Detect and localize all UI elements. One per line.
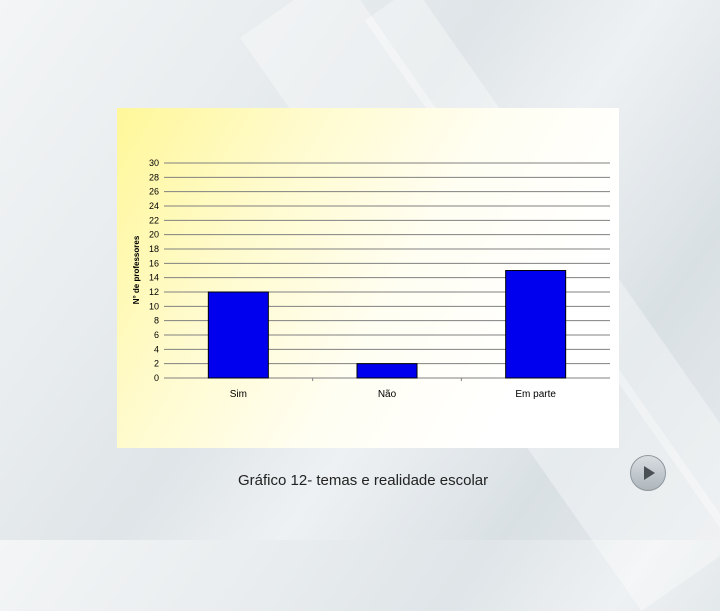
y-tick-label: 10 [149,301,159,311]
x-tick-label: Sim [230,389,247,400]
caption-text: temas e realidade escolar [312,472,489,489]
chart-panel: 0 2 4 6 8 10 12 14 16 18 20 22 24 26 28 30 Sim Não Em par… [117,108,619,448]
next-slide-button[interactable] [630,455,666,491]
x-tick-label: Não [378,389,397,400]
y-tick-label: 18 [149,244,159,254]
y-tick-label: 14 [149,273,159,283]
bar-sim [207,291,269,379]
bar-não [356,363,418,379]
bar-em-parte [505,270,567,379]
x-tick-label: Em parte [515,389,556,400]
y-tick-label: 0 [154,373,159,383]
chart-caption: Gráfico 12- temas e realidade escolar [238,472,488,489]
y-tick-label: 26 [149,187,159,197]
y-tick-label: 6 [154,330,159,340]
y-tick-label: 4 [154,344,159,354]
y-tick-label: 30 [149,158,159,168]
x-tick-labels: Sim Não Em parte [230,389,557,400]
y-tick-label: 24 [149,201,159,211]
play-icon [644,466,655,480]
y-tick-label: 20 [149,230,159,240]
y-tick-label: 22 [149,215,159,225]
y-tick-label: 8 [154,316,159,326]
y-tick-label: 16 [149,258,159,268]
y-axis-label: N° de professores [132,235,141,304]
y-tick-label: 28 [149,172,159,182]
y-tick-label: 2 [154,359,159,369]
y-tick-label: 12 [149,287,159,297]
bar-layer [207,270,567,379]
caption-label: Gráfico 12- [238,472,313,489]
